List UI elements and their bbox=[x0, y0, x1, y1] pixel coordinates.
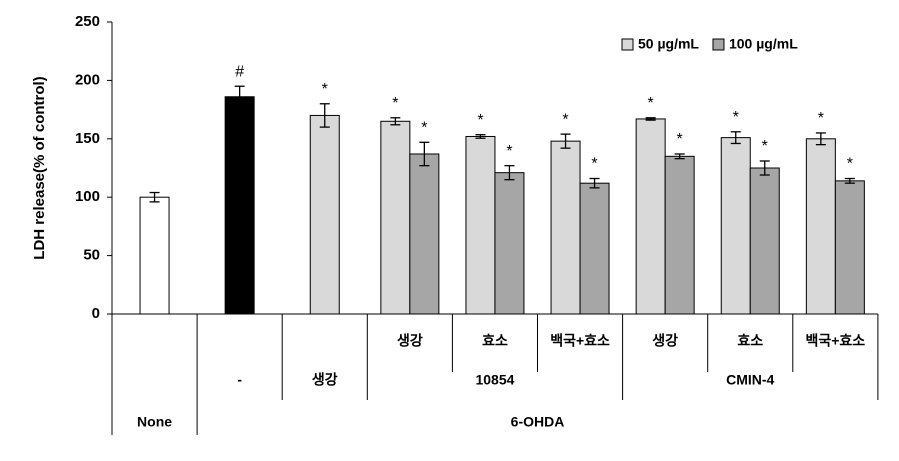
y-tick-label: 0 bbox=[92, 305, 100, 322]
bar bbox=[579, 182, 610, 315]
group-label: 6-OHDA bbox=[511, 414, 565, 430]
x-tick-label: 생강 bbox=[397, 333, 423, 349]
bar bbox=[664, 155, 695, 315]
bar bbox=[309, 114, 340, 315]
significance-marker: * bbox=[847, 156, 853, 173]
error-bar bbox=[390, 117, 401, 126]
bar bbox=[635, 118, 666, 315]
significance-marker: # bbox=[235, 63, 244, 80]
significance-marker: * bbox=[421, 120, 427, 137]
y-tick-label: 150 bbox=[75, 130, 100, 147]
significance-marker: * bbox=[506, 143, 512, 160]
error-bar bbox=[589, 177, 600, 189]
y-axis-label: LDH release(% of control) bbox=[31, 76, 48, 259]
x-tick-label: 효소 bbox=[482, 333, 508, 349]
legend-label: 50 µg/mL bbox=[638, 36, 699, 52]
significance-marker: * bbox=[392, 95, 398, 112]
y-tick-label: 200 bbox=[75, 71, 100, 88]
error-bar bbox=[645, 117, 656, 121]
significance-marker: * bbox=[762, 138, 768, 155]
y-tick-label: 100 bbox=[75, 188, 100, 205]
error-bar bbox=[560, 133, 571, 149]
bar bbox=[494, 172, 525, 315]
significance-marker: * bbox=[562, 111, 568, 128]
significance-marker: * bbox=[322, 81, 328, 98]
bar bbox=[380, 120, 411, 315]
error-bar bbox=[759, 160, 770, 176]
significance-marker: * bbox=[733, 109, 739, 126]
bar bbox=[720, 137, 751, 315]
legend-swatch bbox=[712, 38, 725, 51]
x-tick-label: 백국+효소 bbox=[550, 333, 610, 349]
bar bbox=[409, 153, 440, 315]
significance-marker: * bbox=[677, 131, 683, 148]
bar bbox=[465, 135, 496, 315]
subgroup-label: 생강 bbox=[312, 372, 338, 388]
y-tick-label: 250 bbox=[75, 13, 100, 30]
error-bar bbox=[730, 131, 741, 145]
error-bar bbox=[674, 153, 685, 160]
x-tick-label: 생강 bbox=[652, 333, 678, 349]
x-tick-label: 백국+효소 bbox=[805, 333, 865, 349]
error-bar bbox=[815, 132, 826, 146]
y-tick-label: 50 bbox=[83, 247, 100, 264]
bar bbox=[805, 138, 836, 315]
significance-marker: * bbox=[648, 95, 654, 112]
legend-swatch bbox=[621, 38, 634, 51]
bar bbox=[834, 180, 865, 315]
subgroup-label: CMIN-4 bbox=[726, 372, 774, 388]
significance-marker: * bbox=[818, 110, 824, 127]
error-bar bbox=[844, 177, 855, 184]
error-bar bbox=[504, 165, 515, 181]
subgroup-label: 10854 bbox=[475, 372, 514, 388]
bar bbox=[139, 196, 170, 315]
bar bbox=[749, 167, 780, 315]
error-bar bbox=[475, 134, 486, 139]
bar bbox=[550, 140, 581, 315]
legend-label: 100 µg/mL bbox=[729, 36, 798, 52]
group-label: None bbox=[137, 414, 172, 430]
subgroup-label: - bbox=[237, 372, 242, 388]
significance-marker: * bbox=[591, 156, 597, 173]
error-bar bbox=[319, 103, 330, 128]
error-bar bbox=[149, 191, 160, 203]
error-bar bbox=[419, 141, 430, 167]
bar bbox=[224, 96, 255, 315]
x-tick-label: 효소 bbox=[737, 333, 763, 349]
error-bar bbox=[234, 85, 245, 108]
significance-marker: * bbox=[477, 112, 483, 129]
